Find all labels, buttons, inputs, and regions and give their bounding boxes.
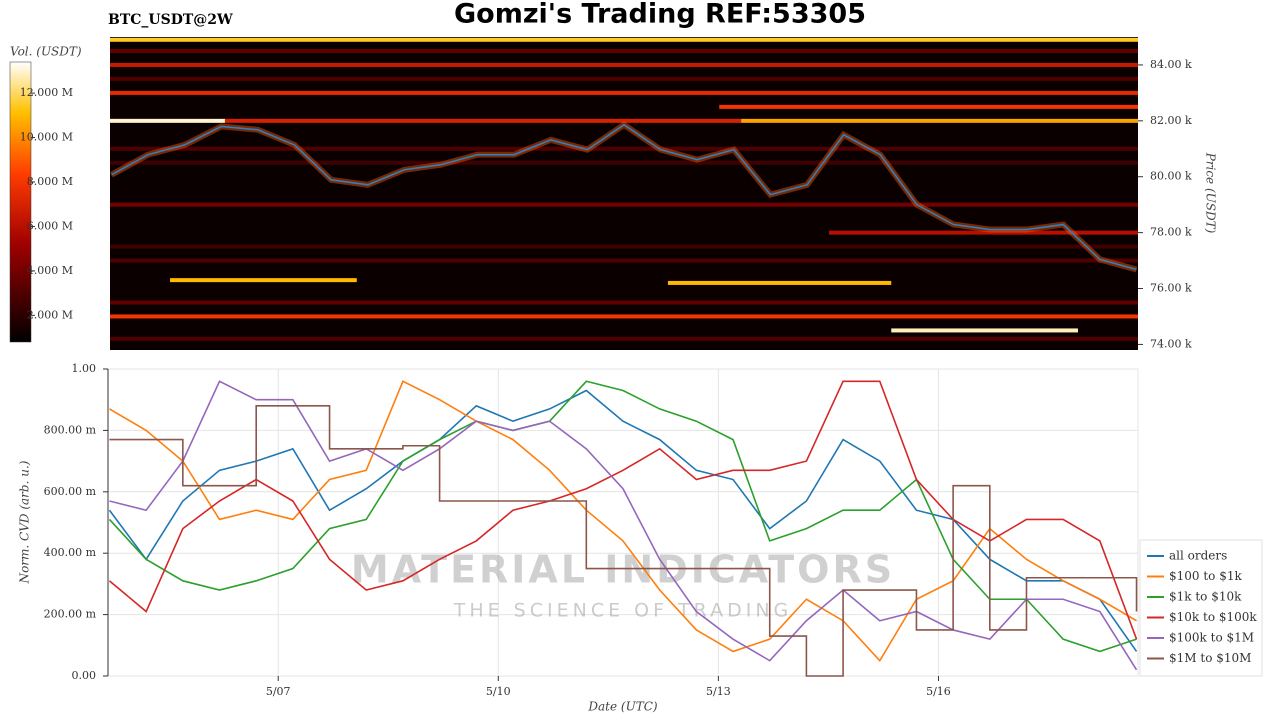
page-title: Gomzi's Trading REF:53305 — [454, 0, 866, 30]
colorbar-tick-label: 6.000 M — [27, 219, 73, 232]
y-tick-label: 200.00 m — [44, 608, 97, 621]
legend-label: $1k to $10k — [1169, 590, 1242, 604]
legend-label: $10k to $100k — [1169, 610, 1257, 624]
y-tick-label: 78.00 k — [1150, 226, 1192, 239]
heat-cell — [110, 37, 1138, 42]
cvd-line — [108, 389, 1138, 652]
colorbar-tick-label: 4.000 M — [27, 264, 73, 277]
cvd-line — [108, 380, 1138, 640]
colorbar-tick-label: 12.000 M — [20, 86, 73, 99]
heat-cell — [110, 90, 1138, 95]
plot-background — [110, 37, 1138, 350]
y-tick-label: 600.00 m — [44, 485, 97, 498]
colorbar-tick-label: 8.000 M — [27, 175, 73, 188]
price-line — [111, 123, 1137, 271]
watermark: THE SCIENCE OF TRADING — [453, 600, 793, 622]
cvd-line — [108, 380, 1137, 653]
x-tick-label: 5/13 — [706, 685, 731, 698]
heat-cell — [719, 104, 1138, 109]
heat-cell — [110, 258, 1138, 263]
heat-cell — [110, 202, 1138, 207]
chart-title: BTC_USDT@2W — [108, 12, 233, 28]
x-tick-label: 5/07 — [266, 685, 291, 698]
y-tick-label: 1.00 — [72, 362, 97, 375]
colorbar — [9, 61, 32, 343]
legend-label: $100 to $1k — [1169, 569, 1242, 583]
heat-cell — [110, 160, 1138, 165]
colorbar-tick-label: 10.000 M — [20, 131, 73, 144]
plot-frame — [107, 368, 1139, 677]
y-tick-label: 0.00 — [72, 669, 97, 682]
heat-cell — [110, 314, 1138, 319]
x-tick-label: 5/10 — [486, 685, 511, 698]
heat-cell — [110, 336, 1138, 341]
y-tick-label: 84.00 k — [1150, 58, 1192, 71]
heat-cell — [110, 300, 1138, 305]
y-axis-title: Norm. CVD (arb. u.) — [18, 460, 32, 584]
cvd-line — [109, 380, 1138, 671]
heat-cell — [110, 76, 1138, 81]
heat-cell — [110, 62, 1138, 67]
heat-cell — [891, 328, 1078, 333]
heat-cell — [741, 118, 1138, 123]
x-tick-label: 5/16 — [926, 685, 951, 698]
x-axis-title: Date (UTC) — [587, 700, 657, 714]
heat-cell — [829, 230, 1138, 235]
legend-label: $100k to $1M — [1169, 631, 1254, 645]
heat-cell — [110, 244, 1138, 249]
y-tick-label: 80.00 k — [1150, 170, 1192, 183]
heat-cell — [170, 278, 357, 283]
legend-box — [1139, 539, 1263, 677]
y-tick-label: 400.00 m — [44, 546, 97, 559]
heat-cell — [110, 118, 225, 123]
y-tick-label: 82.00 k — [1150, 114, 1192, 127]
legend: all orders $100 to $1k $1k to $10k $10k to … — [1139, 539, 1263, 677]
y-tick-label: 74.00 k — [1150, 337, 1192, 350]
y-axis-title: Price (USDT) — [1204, 152, 1218, 234]
heat-cell — [667, 280, 892, 285]
y-tick-label: 76.00 k — [1150, 282, 1192, 295]
heat-cell — [110, 146, 1138, 151]
watermark: MATERIAL INDICATORS — [351, 548, 895, 592]
colorbar-label: Vol. (USDT) — [10, 45, 82, 59]
cvd-line — [109, 380, 1137, 662]
y-tick-label: 800.00 m — [44, 423, 97, 436]
heat-cell — [110, 48, 1138, 53]
heat-cell — [224, 118, 742, 123]
colorbar-tick-label: 2.000 M — [27, 308, 73, 321]
cvd-line — [109, 405, 1138, 677]
legend-label: all orders — [1169, 549, 1227, 563]
legend-label: $1M to $10M — [1169, 651, 1251, 665]
